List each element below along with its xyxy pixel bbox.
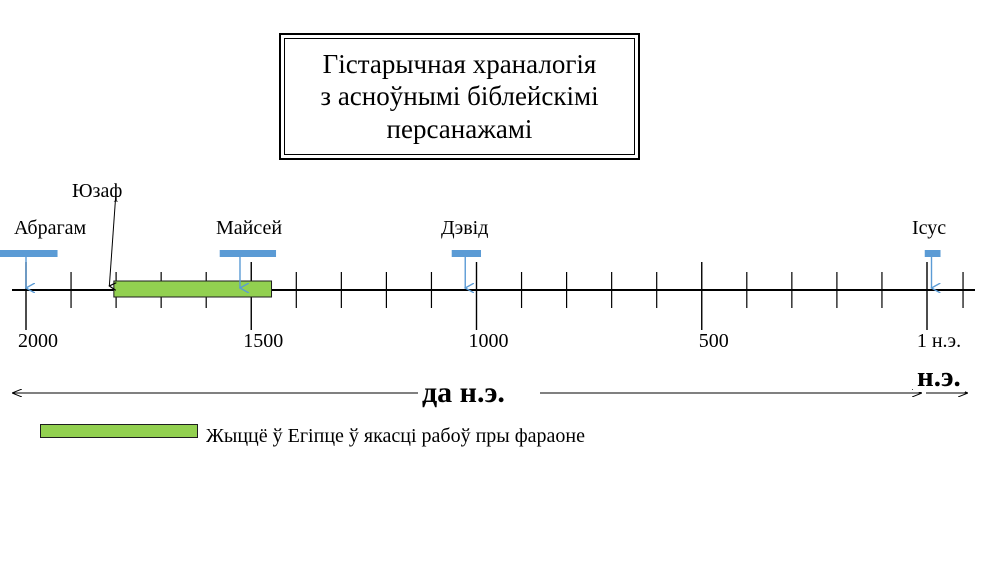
event-bar-2 xyxy=(219,250,277,257)
tick-label-3: 500 xyxy=(698,330,729,352)
era-bce-label: да н.э. xyxy=(418,378,509,408)
title-line-1: Гістарычная храналогія xyxy=(322,48,597,79)
legend-label: Жыццё ў Егіпце ў якасці рабоў пры фараон… xyxy=(206,425,586,447)
title-line-2: з асноўнымі біблейскімі xyxy=(320,81,599,112)
title-text: Гістарычная храналогія з асноўнымі бібле… xyxy=(284,38,635,155)
tick-label-2: 1000 xyxy=(468,330,509,352)
event-label-3: Дэвід xyxy=(441,217,489,239)
tick-label-4: 1 н.э. xyxy=(916,330,962,352)
event-bar-4 xyxy=(924,250,941,257)
event-bar-0 xyxy=(0,250,58,257)
event-label-0: Абрагам xyxy=(14,217,87,239)
event-bar-3 xyxy=(451,250,482,257)
tick-label-0: 2000 xyxy=(18,330,58,352)
event-label-1: Юзаф xyxy=(72,180,123,202)
event-label-4: Ісус xyxy=(912,217,947,239)
title-line-3: персанажамі xyxy=(386,113,533,144)
event-label-2: Майсей xyxy=(216,217,283,239)
event-pointer-1 xyxy=(109,191,116,286)
title-box: Гістарычная храналогія з асноўнымі бібле… xyxy=(279,33,640,160)
era-ce-label: н.э. xyxy=(913,363,965,392)
legend-swatch xyxy=(40,424,198,438)
tick-label-1: 1500 xyxy=(243,330,284,352)
egypt-period-bar xyxy=(113,280,273,298)
